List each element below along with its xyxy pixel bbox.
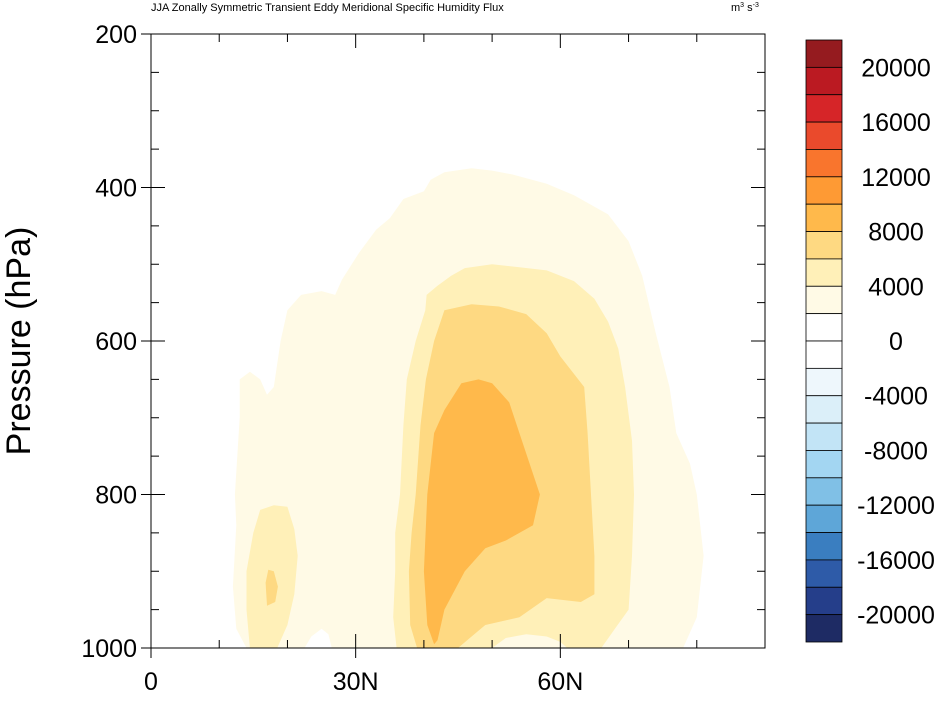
contour-region-7 [492,634,568,648]
colorbar-swatch [805,395,843,424]
colorbar-label: 20000 [861,54,931,82]
colorbar-swatch [805,66,843,96]
colorbar-swatch [805,313,843,342]
colorbar-swatch [805,477,843,506]
colorbar-swatch [805,149,843,178]
y-axis-label: Pressure (hPa) [0,227,38,456]
colorbar-label: 12000 [861,164,931,192]
colorbar: 20000 16000 12000 8000 4000 0 -4000 -8000 -12000… [805,39,935,643]
colorbar-swatch [805,258,843,287]
units-label: m3 s-3 [731,2,759,14]
x-tick-label: 60N [537,668,583,696]
colorbar-swatch [805,39,843,68]
colorbar-label: -16000 [857,547,935,575]
colorbar-swatch [805,340,843,369]
colorbar-swatch [805,285,843,315]
y-tick-label: 400 [95,175,137,203]
colorbar-label: 0 [889,328,903,356]
colorbar-label: -4000 [864,383,928,411]
colorbar-label: 16000 [861,109,931,137]
x-tick-label: 0 [144,668,158,696]
colorbar-label: -8000 [864,437,928,465]
colorbar-swatch [805,176,843,205]
contour-region-6 [304,628,332,648]
colorbar-label: -12000 [857,492,935,520]
y-tick-label: 800 [95,482,137,510]
y-tick-label: 200 [95,21,137,49]
colorbar-label: 8000 [868,219,924,247]
colorbar-label: 4000 [868,273,924,301]
contour-region-3 [423,379,540,645]
chart-title: JJA Zonally Symmetric Transient Eddy Mer… [151,2,504,14]
colorbar-swatch [805,367,843,397]
colorbar-swatch [805,203,843,232]
y-tick-label: 600 [95,328,137,356]
colorbar-label: -20000 [857,602,935,630]
y-tick-label: 1000 [81,635,137,663]
colorbar-swatch [805,586,843,616]
colorbar-swatch [805,450,843,479]
colorbar-swatch [805,422,843,451]
colorbar-swatch [805,504,843,533]
colorbar-swatch [805,559,843,588]
colorbar-swatch [805,121,843,150]
colorbar-swatch [805,614,843,643]
x-tick-label: 30N [333,668,379,696]
colorbar-swatch [805,231,843,260]
colorbar-swatch [805,532,843,561]
colorbar-swatch [805,94,843,123]
contour-region-5 [265,569,278,606]
plot-area [150,33,766,649]
